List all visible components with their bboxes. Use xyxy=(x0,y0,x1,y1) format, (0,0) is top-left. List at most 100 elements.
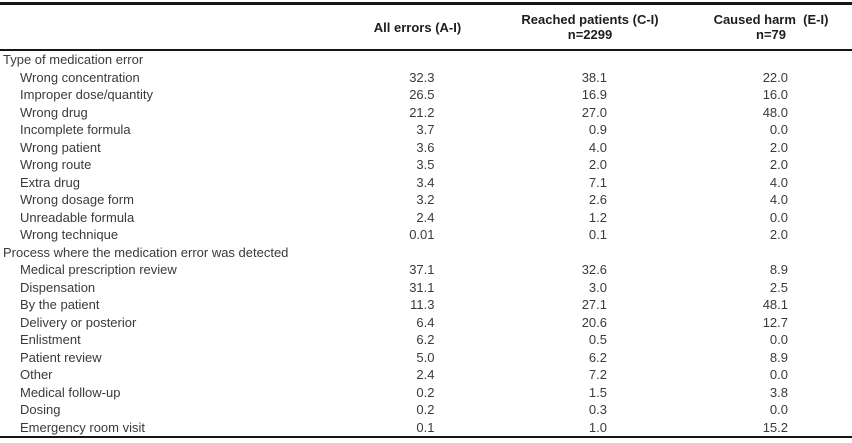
row-value: 0.9 xyxy=(588,122,607,137)
row-value: 0.0 xyxy=(769,367,788,382)
table-row: Medical follow-up 0.2 1.5 3.8 xyxy=(0,384,852,402)
table-row: Enlistment 6.2 0.5 0.0 xyxy=(0,331,852,349)
row-value: 4.0 xyxy=(769,174,788,190)
row-value: 3.8 xyxy=(769,384,788,400)
row-value: 48.0 xyxy=(762,104,788,120)
row-value: 2.5 xyxy=(769,279,788,295)
table-row: Dosing 0.2 0.3 0.0 xyxy=(0,401,852,419)
table-row: By the patient 11.3 27.1 48.1 xyxy=(0,296,852,314)
row-value: 2.0 xyxy=(769,139,788,155)
row-value: 12.7 xyxy=(762,314,788,330)
row-label: Type of medication error xyxy=(3,52,144,67)
row-value: 48.1 xyxy=(762,297,788,312)
row-value: 11.3 xyxy=(410,297,435,312)
row-value: 2.4 xyxy=(416,209,435,225)
row-value: 26.5 xyxy=(409,87,435,102)
table-body: Type of medication error Wrong concentra… xyxy=(0,50,852,437)
row-value: 0.0 xyxy=(769,122,788,137)
header-caused-harm: Caused harm (E-I) n=79 xyxy=(690,3,852,51)
row-value: 0.2 xyxy=(416,402,435,417)
table-row: Medical prescription review 37.1 32.6 8.… xyxy=(0,261,852,279)
row-value: 3.4 xyxy=(416,174,435,190)
row-value: 27.1 xyxy=(581,297,607,312)
row-value: 37.1 xyxy=(409,262,435,277)
row-label: Enlistment xyxy=(20,332,81,347)
row-value: 32.3 xyxy=(409,69,435,85)
row-value: 7.2 xyxy=(588,367,607,382)
row-value: 7.1 xyxy=(588,174,607,190)
row-value: 0.0 xyxy=(769,402,788,417)
row-value: 0.2 xyxy=(416,384,435,400)
row-value: 32.6 xyxy=(581,262,607,277)
table-row: Improper dose/quantity 26.5 16.9 16.0 xyxy=(0,86,852,104)
row-label: Wrong patient xyxy=(20,139,101,155)
table-row: Wrong patient 3.6 4.0 2.0 xyxy=(0,139,852,157)
header-reached-patients: Reached patients (C-I) n=2299 xyxy=(490,3,690,51)
row-value: 1.2 xyxy=(588,209,607,225)
row-value: 2.4 xyxy=(416,367,435,382)
row-value: 0.0 xyxy=(769,332,788,347)
row-value: 4.0 xyxy=(769,192,788,207)
row-value: 5.0 xyxy=(416,349,435,365)
row-value: 3.5 xyxy=(416,157,435,172)
row-value: 2.0 xyxy=(769,227,788,242)
row-value: 0.3 xyxy=(588,402,607,417)
row-value: 0.0 xyxy=(769,209,788,225)
row-label: Wrong technique xyxy=(20,227,119,242)
row-label: Dispensation xyxy=(20,279,96,295)
row-value: 27.0 xyxy=(581,104,607,120)
header-row: All errors (A-I) Reached patients (C-I) … xyxy=(0,3,852,51)
row-label: Wrong drug xyxy=(20,104,88,120)
column-header-subtext: n=79 xyxy=(756,27,786,42)
row-value: 8.9 xyxy=(769,262,788,277)
row-label: Wrong dosage form xyxy=(20,192,134,207)
row-value: 16.9 xyxy=(581,87,607,102)
header-label-column xyxy=(0,3,345,51)
row-value: 3.7 xyxy=(416,122,435,137)
table-row: Incomplete formula 3.7 0.9 0.0 xyxy=(0,121,852,139)
row-label: Patient review xyxy=(20,349,102,365)
row-label: Other xyxy=(20,367,53,382)
row-value: 1.5 xyxy=(588,384,607,400)
table-row: Emergency room visit 0.1 1.0 15.2 xyxy=(0,419,852,438)
row-value: 4.0 xyxy=(588,139,607,155)
row-label: Improper dose/quantity xyxy=(20,87,153,102)
table-row: Process where the medication error was d… xyxy=(0,244,852,262)
row-label: Process where the medication error was d… xyxy=(3,244,289,260)
table-row: Dispensation 31.1 3.0 2.5 xyxy=(0,279,852,297)
row-label: Emergency room visit xyxy=(20,419,145,435)
table-row: Wrong route 3.5 2.0 2.0 xyxy=(0,156,852,174)
column-header-text: Reached patients (C-I) xyxy=(521,12,659,27)
row-label: Wrong route xyxy=(20,157,92,172)
row-value: 6.2 xyxy=(588,349,607,365)
header-all-errors: All errors (A-I) xyxy=(345,3,490,51)
column-header-text: All errors (A-I) xyxy=(373,19,462,35)
row-value: 0.5 xyxy=(588,332,607,347)
table-row: Unreadable formula 2.4 1.2 0.0 xyxy=(0,209,852,227)
row-label: Dosing xyxy=(20,402,61,417)
row-value: 6.4 xyxy=(416,314,435,330)
row-label: Incomplete formula xyxy=(20,122,131,137)
table-row: Patient review 5.0 6.2 8.9 xyxy=(0,349,852,367)
table-row: Extra drug 3.4 7.1 4.0 xyxy=(0,174,852,192)
table-header: All errors (A-I) Reached patients (C-I) … xyxy=(0,3,852,51)
table-row: Wrong technique 0.01 0.1 2.0 xyxy=(0,226,852,244)
row-value: 2.0 xyxy=(588,157,607,172)
row-label: Extra drug xyxy=(20,174,80,190)
table-row: Delivery or posterior 6.4 20.6 12.7 xyxy=(0,314,852,332)
row-value: 15.2 xyxy=(762,419,788,435)
row-value: 21.2 xyxy=(409,104,435,120)
row-value: 3.2 xyxy=(416,192,435,207)
row-value: 0.01 xyxy=(409,227,435,242)
row-value: 20.6 xyxy=(581,314,607,330)
table-row: Wrong concentration 32.3 38.1 22.0 xyxy=(0,69,852,87)
row-label: Medical prescription review xyxy=(20,262,177,277)
row-value: 0.1 xyxy=(588,227,607,242)
row-label: Medical follow-up xyxy=(20,384,121,400)
row-value: 3.6 xyxy=(416,139,435,155)
row-label: Wrong concentration xyxy=(20,69,140,85)
row-value: 2.0 xyxy=(769,157,788,172)
row-value: 1.0 xyxy=(588,419,607,435)
